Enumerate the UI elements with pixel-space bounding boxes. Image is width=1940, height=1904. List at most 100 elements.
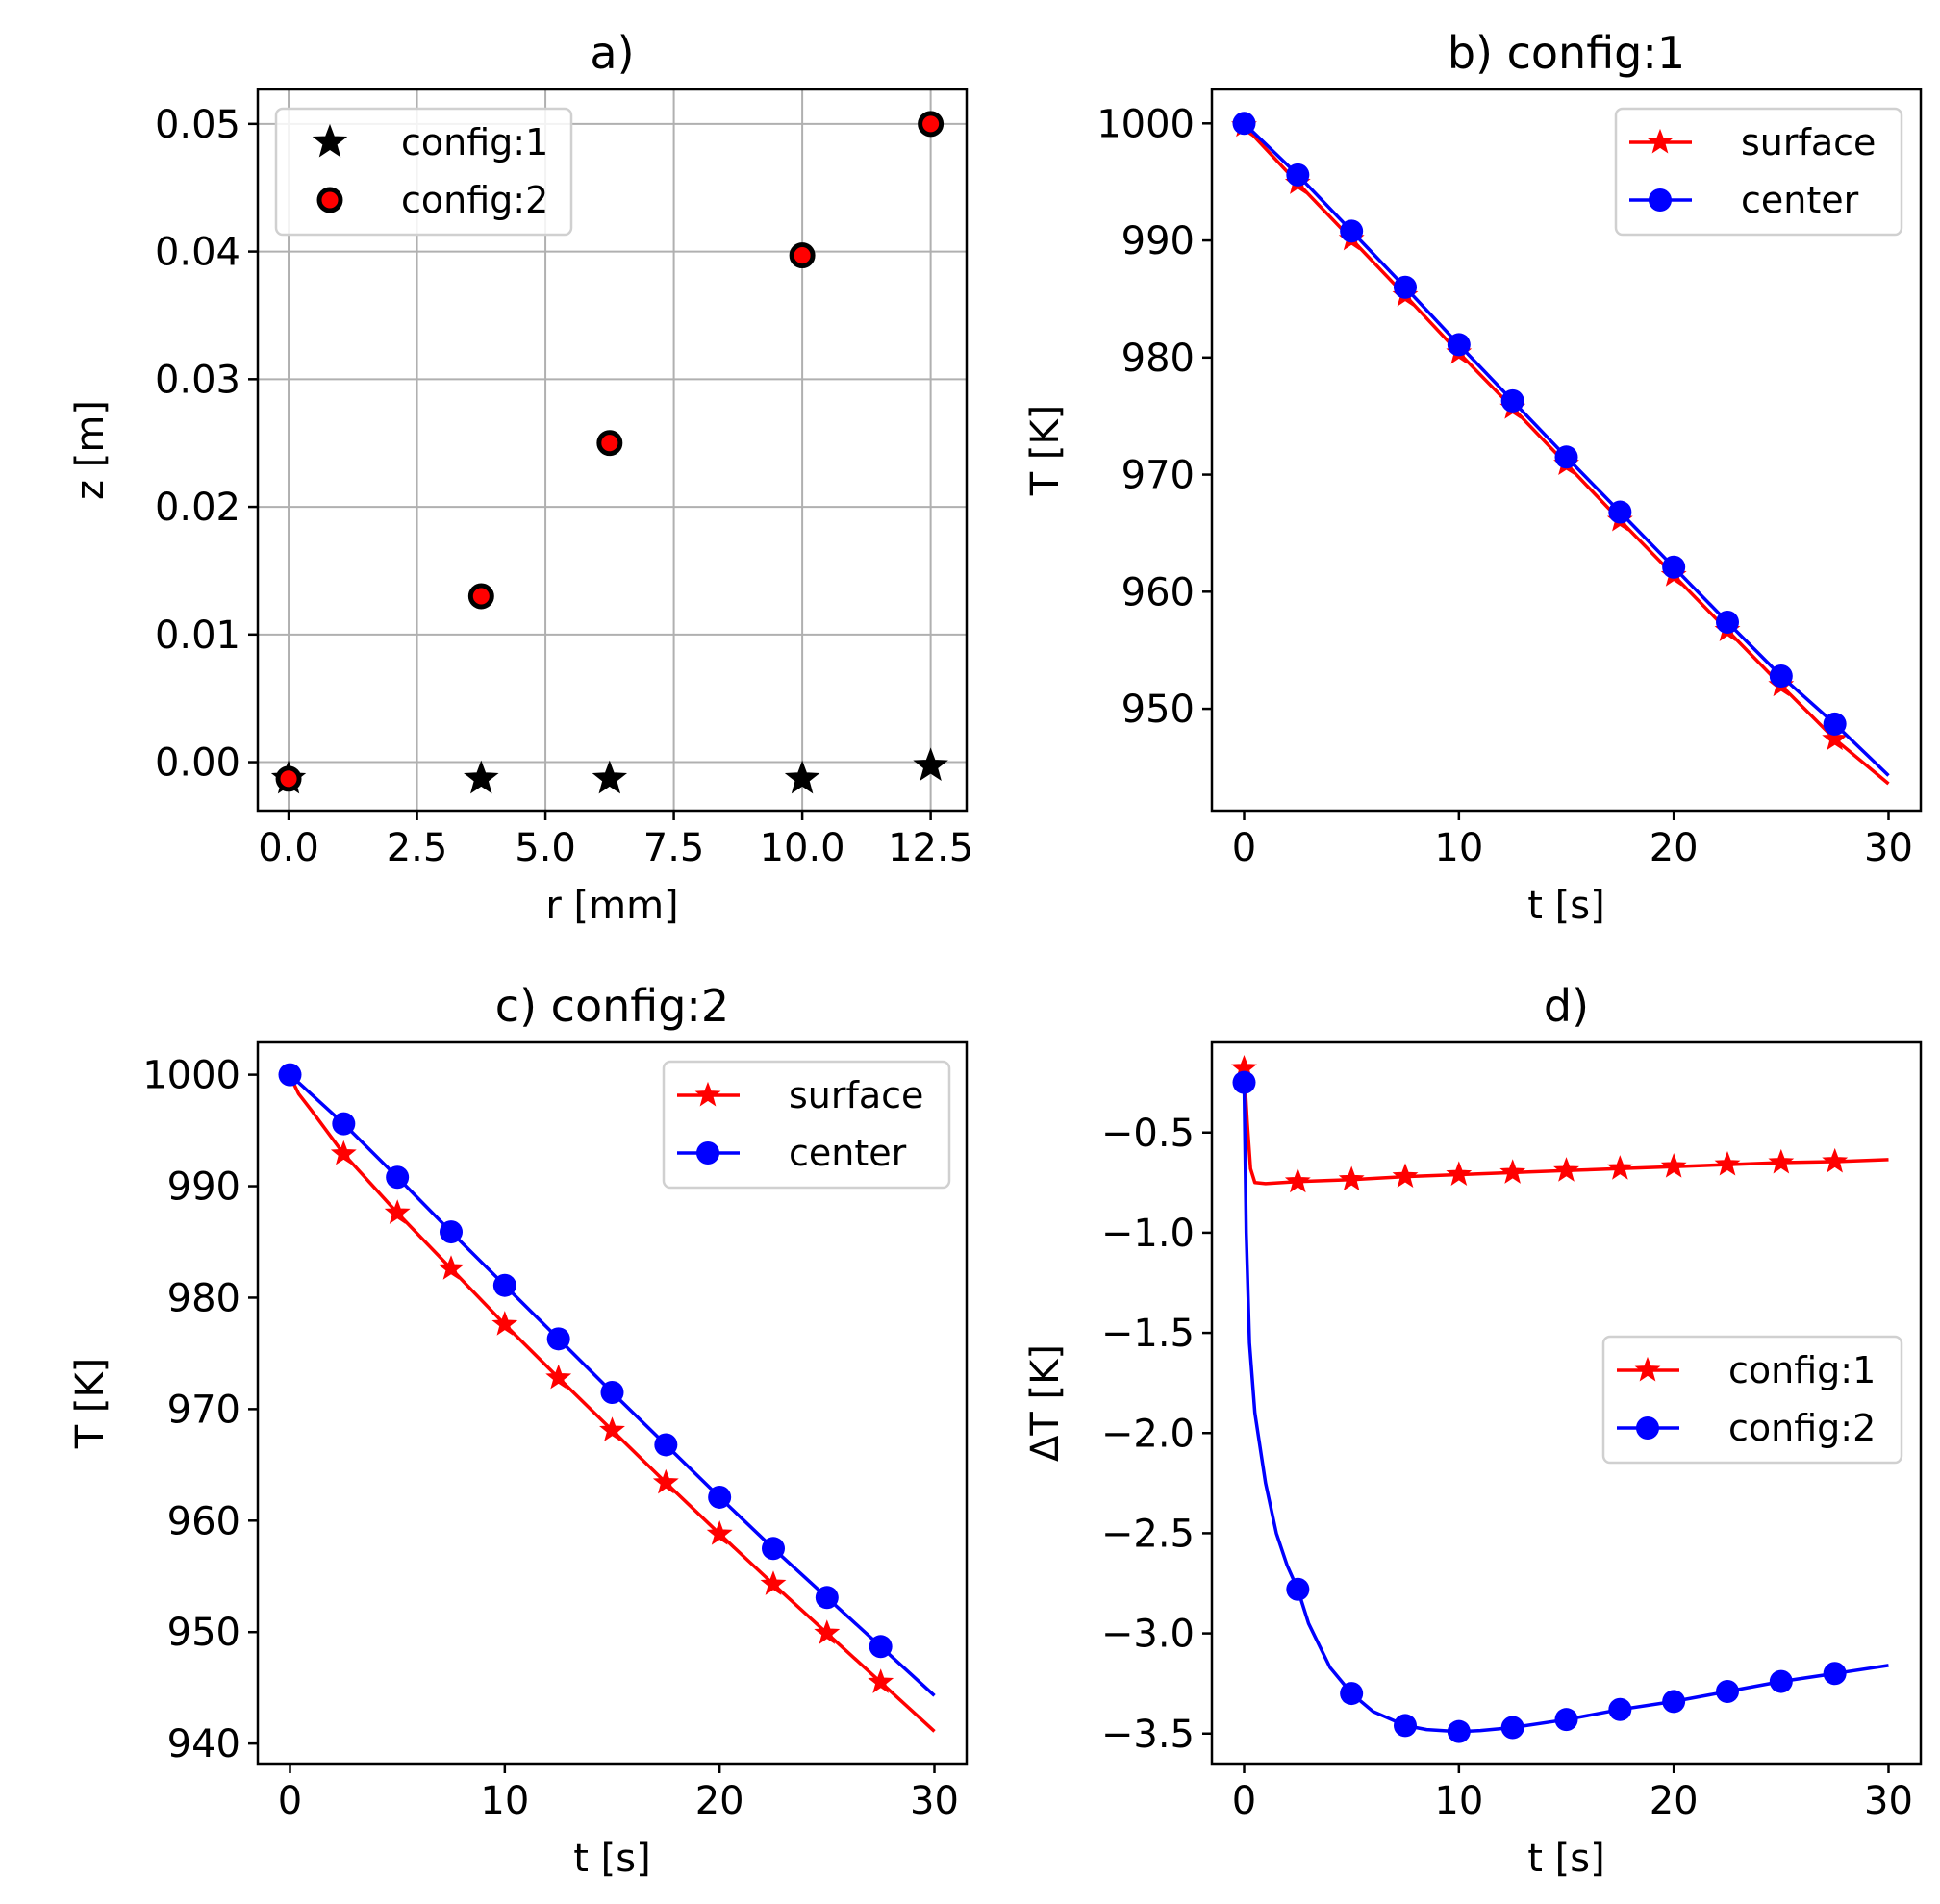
y-tick-label: −2.5 bbox=[1101, 1512, 1195, 1556]
data-point-marker bbox=[814, 1619, 841, 1644]
panel-b: 0 10 20 30 950 960 970 980 990 1000 b) config:1 t [… bbox=[1023, 27, 1923, 928]
data-point-marker bbox=[1284, 1167, 1311, 1193]
data-point-marker bbox=[1662, 555, 1686, 579]
data-point-marker bbox=[918, 111, 945, 138]
x-tick-label: 30 bbox=[1864, 826, 1913, 870]
y-tick-label: −1.5 bbox=[1101, 1312, 1195, 1356]
data-point-marker bbox=[278, 1063, 302, 1087]
x-tick-label: 20 bbox=[1650, 826, 1699, 870]
data-point-marker bbox=[592, 760, 628, 794]
data-point-marker bbox=[1823, 712, 1847, 736]
panel-c: 0 10 20 30 940 950 960 970 980 990 1000 c) config:2… bbox=[68, 980, 969, 1881]
x-tick-label: 10.0 bbox=[760, 826, 845, 870]
legend-marker bbox=[1636, 1416, 1659, 1440]
chart-title: c) config:2 bbox=[495, 980, 729, 1032]
x-tick-label: 2.5 bbox=[387, 826, 448, 870]
data-point-marker bbox=[1716, 610, 1739, 634]
legend-label: config:2 bbox=[1728, 1407, 1876, 1449]
data-point-marker bbox=[1338, 1165, 1365, 1191]
x-tick-label: 12.5 bbox=[888, 826, 973, 870]
data-point-marker bbox=[1286, 163, 1310, 187]
y-tick-label: 970 bbox=[1121, 454, 1195, 498]
data-point-marker bbox=[1232, 1070, 1256, 1094]
y-tick-label: 950 bbox=[1121, 688, 1195, 732]
data-point-marker bbox=[654, 1433, 678, 1457]
x-tick-label: 10 bbox=[480, 1779, 529, 1823]
y-tick-label: 990 bbox=[1121, 219, 1195, 263]
legend: config:1 config:2 bbox=[274, 107, 573, 237]
data-point-marker bbox=[1500, 1716, 1524, 1740]
legend-label: surface bbox=[1741, 121, 1876, 163]
data-point-marker bbox=[275, 765, 302, 792]
y-tick-label: 0.04 bbox=[155, 231, 240, 275]
data-point-marker bbox=[1500, 388, 1524, 413]
data-point-marker bbox=[706, 1520, 733, 1545]
x-axis-label: t [s] bbox=[1527, 1837, 1604, 1881]
y-tick-label: −3.5 bbox=[1101, 1713, 1195, 1757]
y-tick-label: −1.0 bbox=[1101, 1212, 1195, 1256]
y-tick-label: 1000 bbox=[142, 1054, 240, 1098]
data-point-marker bbox=[762, 1537, 785, 1561]
data-point-marker bbox=[464, 760, 499, 794]
x-axis-label: t [s] bbox=[573, 1837, 650, 1881]
data-point-marker bbox=[1553, 1157, 1579, 1182]
legend-label: center bbox=[1741, 179, 1859, 221]
data-point-marker bbox=[545, 1364, 572, 1390]
x-tick-label: 0 bbox=[278, 1779, 302, 1823]
y-tick-label: 0.02 bbox=[155, 486, 240, 530]
legend-label: config:1 bbox=[1728, 1349, 1876, 1391]
data-point-marker bbox=[386, 1165, 410, 1190]
y-tick-label: 960 bbox=[1121, 570, 1195, 614]
legend-box bbox=[662, 1060, 951, 1190]
data-point-marker bbox=[492, 1273, 516, 1297]
data-point-marker bbox=[760, 1570, 787, 1595]
y-tick-label: −0.5 bbox=[1101, 1112, 1195, 1156]
data-point-marker bbox=[1716, 1680, 1739, 1703]
legend-label: config:2 bbox=[401, 179, 548, 221]
data-point-marker bbox=[815, 1586, 839, 1610]
legend: config:1 config:2 bbox=[1601, 1335, 1903, 1465]
data-point-marker bbox=[1608, 1697, 1632, 1721]
panel-a: 0.0 2.5 5.0 7.5 10.0 12.5 0.00 0.01 0.02 0.03 0.04… bbox=[68, 27, 973, 928]
y-tick-label: 1000 bbox=[1096, 102, 1195, 146]
x-tick-label: 10 bbox=[1434, 1779, 1483, 1823]
x-tick-label: 30 bbox=[1864, 1779, 1913, 1823]
panel-d: 0 10 20 30 −0.5 −1.0 −1.5 −2.0 −2.5 −3.0 −3.5 d) t [… bbox=[1023, 980, 1923, 1881]
legend-marker bbox=[696, 1141, 719, 1165]
data-point-marker bbox=[438, 1255, 465, 1280]
legend-label: config:1 bbox=[401, 121, 548, 163]
x-tick-label: 0 bbox=[1232, 1779, 1256, 1823]
data-point-marker bbox=[1340, 1682, 1364, 1706]
data-point-marker bbox=[330, 1140, 357, 1165]
y-tick-label: 0.03 bbox=[155, 358, 240, 402]
legend-marker bbox=[1647, 128, 1674, 154]
x-tick-label: 0 bbox=[1232, 826, 1256, 870]
data-point-marker bbox=[1768, 1148, 1795, 1174]
legend-marker bbox=[312, 123, 348, 158]
y-tick-label: 0.01 bbox=[155, 614, 240, 658]
data-point-marker bbox=[599, 1416, 625, 1441]
data-point-marker bbox=[1822, 725, 1849, 751]
data-point-marker bbox=[1714, 1150, 1741, 1176]
legend-box bbox=[1601, 1335, 1903, 1465]
x-tick-label: 0.0 bbox=[258, 826, 319, 870]
y-axis-label: z [m] bbox=[68, 400, 113, 500]
data-point-marker bbox=[868, 1668, 894, 1693]
plot-contents bbox=[1231, 1054, 1889, 1743]
y-axis-label: T [K] bbox=[1023, 405, 1068, 497]
legend-box bbox=[1614, 107, 1903, 237]
data-point-marker bbox=[1447, 333, 1471, 357]
y-tick-label: 960 bbox=[167, 1499, 240, 1543]
data-point-marker bbox=[1769, 664, 1793, 688]
chart-title: a) bbox=[590, 27, 634, 79]
data-point-marker bbox=[1340, 219, 1364, 243]
data-point-marker bbox=[546, 1327, 570, 1351]
legend-box bbox=[274, 107, 573, 237]
legend-marker bbox=[316, 187, 343, 213]
x-tick-label: 20 bbox=[695, 1779, 744, 1823]
axes-frame bbox=[256, 88, 969, 813]
data-point-marker bbox=[652, 1468, 679, 1494]
chart-title: b) config:1 bbox=[1448, 27, 1685, 79]
data-point-marker bbox=[1394, 275, 1417, 299]
